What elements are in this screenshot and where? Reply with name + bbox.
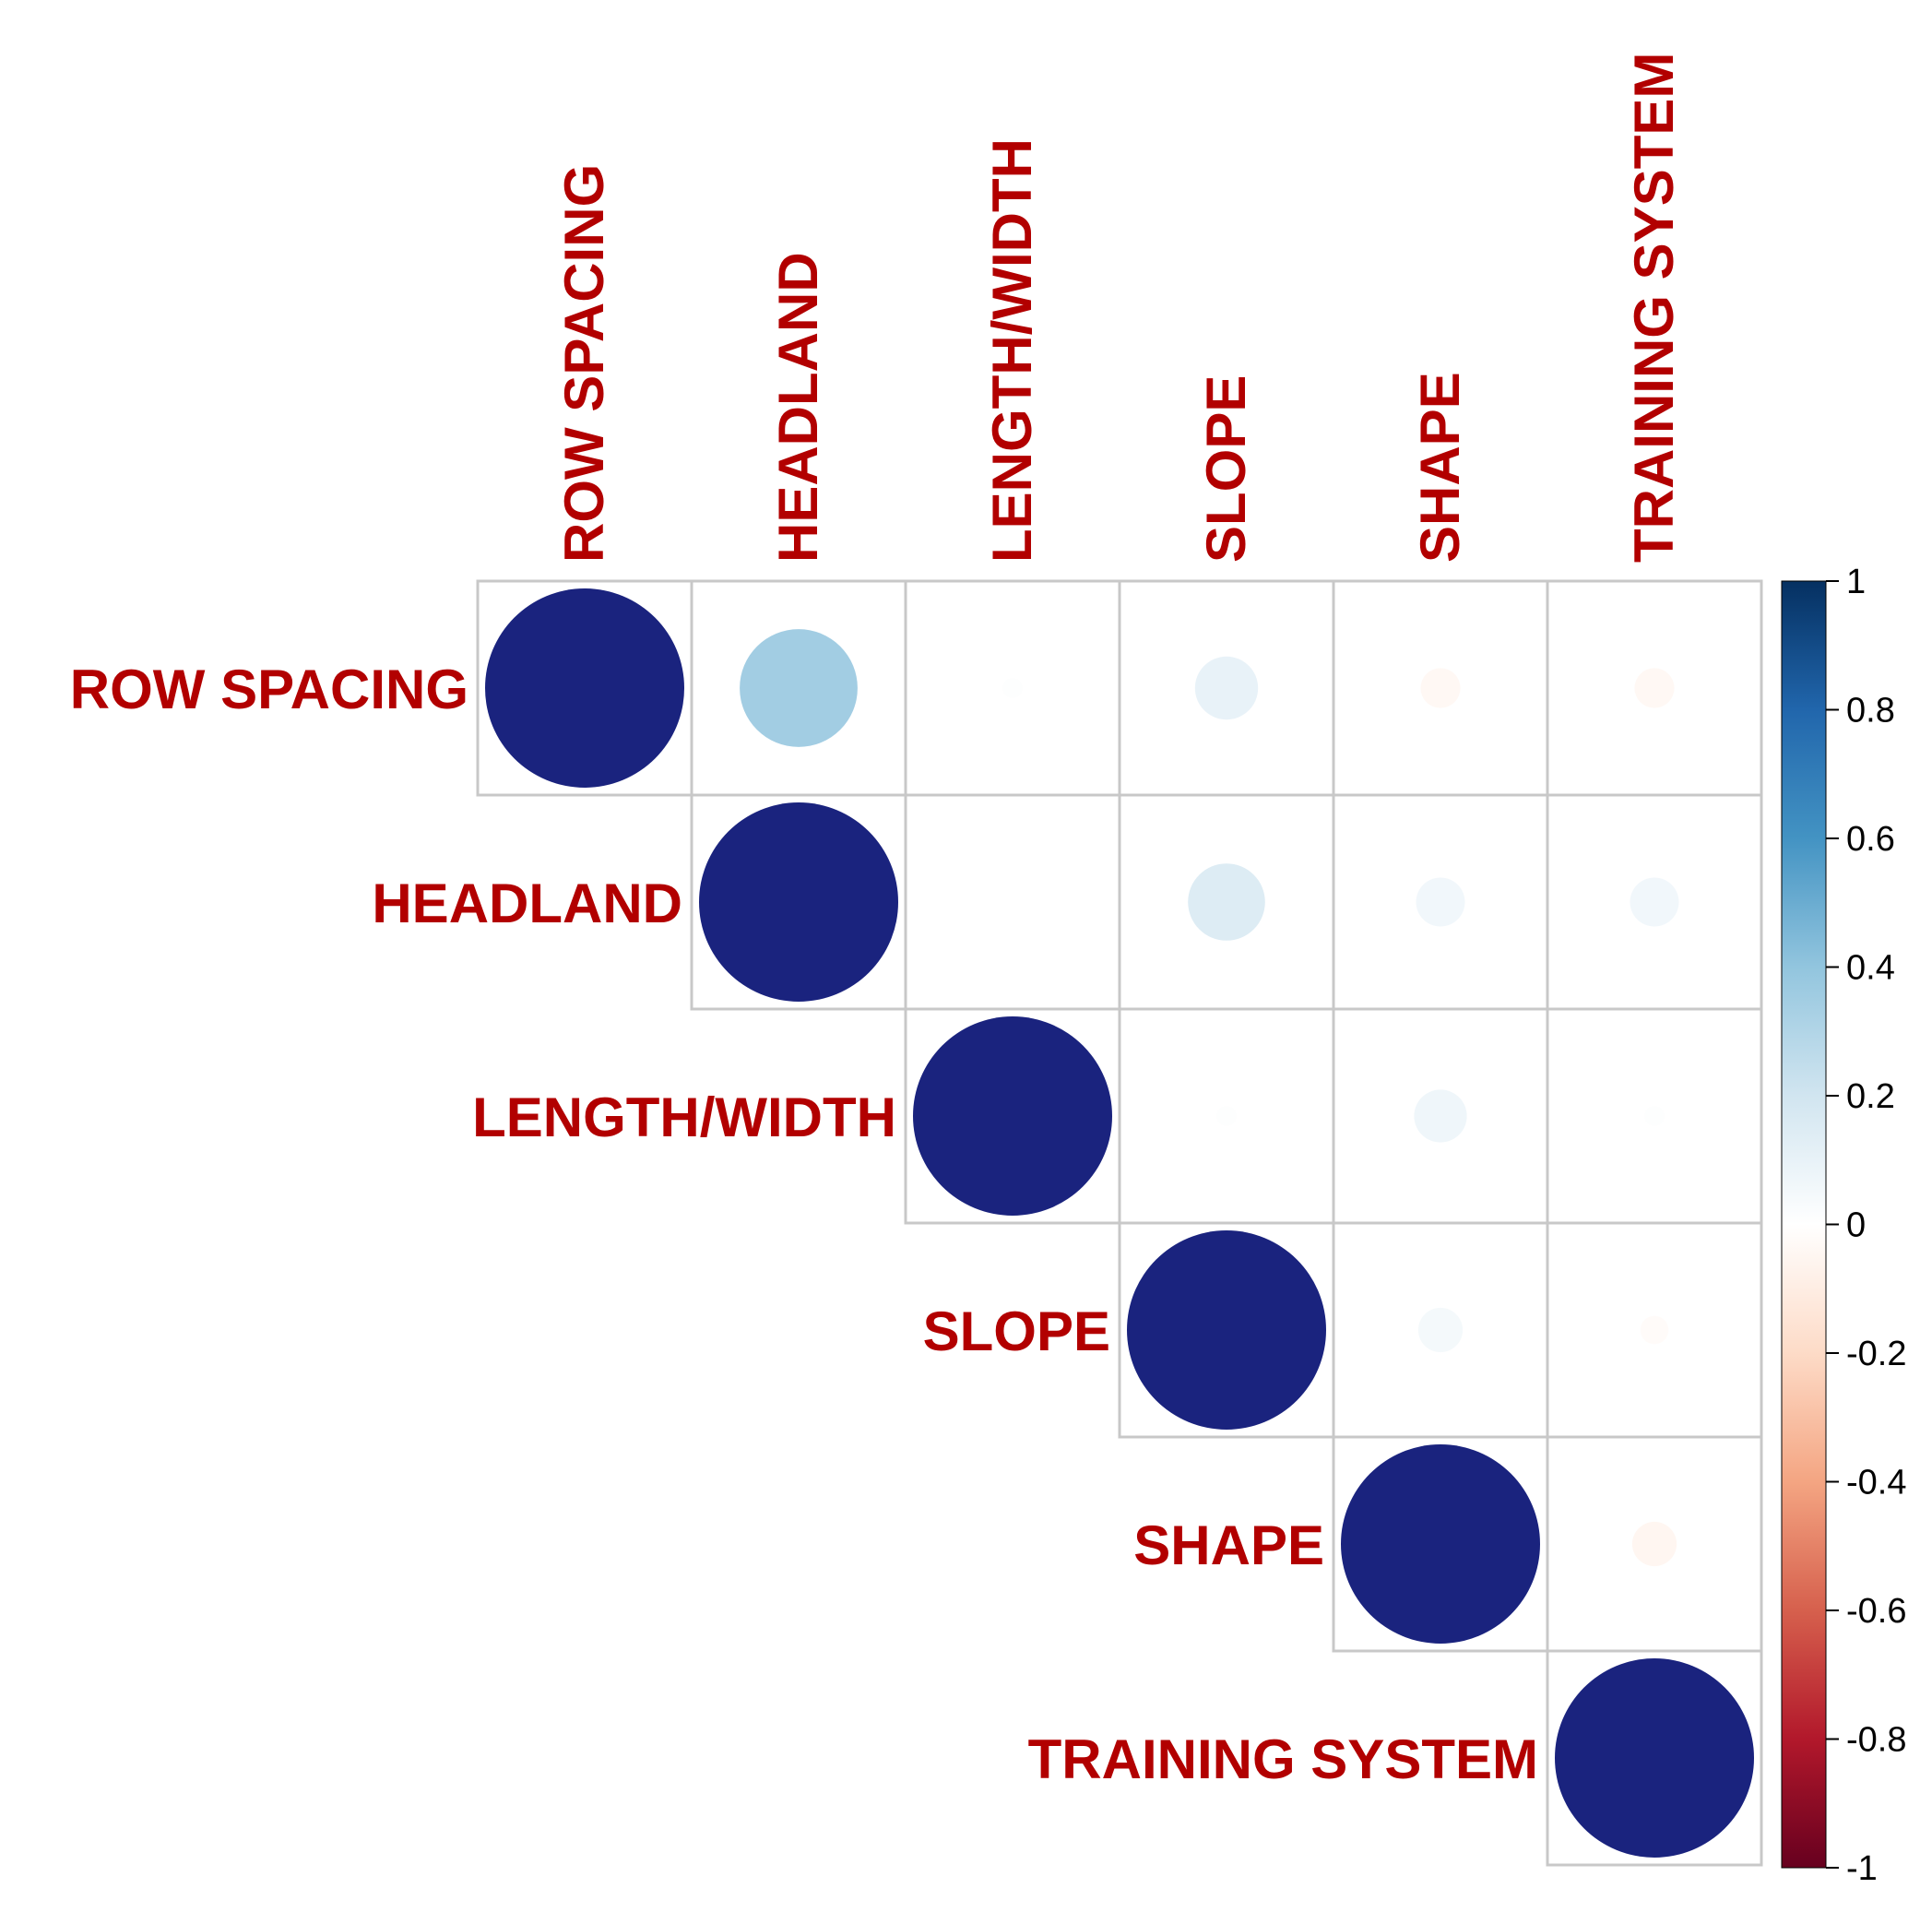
grid-cell-headland-length-width	[904, 793, 1121, 1011]
grid-cell-headland-slope	[1118, 793, 1335, 1011]
col-label-slope: SLOPE	[1195, 375, 1257, 563]
corr-circle-slope-training-system	[1640, 1315, 1669, 1345]
legend-tick-label: 0.6	[1846, 820, 1895, 859]
corr-circle-row-spacing-row-spacing	[485, 588, 684, 788]
column-labels: ROW SPACING HEADLAND LENGTH/WIDTH SLOPE SHAP…	[553, 53, 1685, 563]
legend-tick-label: -0.8	[1846, 1721, 1906, 1760]
legend-tick-label: -0.2	[1846, 1335, 1906, 1373]
legend-tick-label: 0.4	[1846, 949, 1895, 988]
row-label-row-spacing: ROW SPACING	[70, 659, 468, 720]
legend-tick-label: -0.6	[1846, 1592, 1906, 1631]
row-labels: ROW SPACING HEADLAND LENGTH/WIDTH SLOPE SHAP…	[70, 659, 1538, 1790]
legend-tick-label: 0.2	[1846, 1077, 1895, 1116]
col-label-length-width: LENGTH/WIDTH	[981, 138, 1043, 563]
corr-circle-row-spacing-slope	[1194, 656, 1259, 720]
corr-circle-shape-training-system	[1631, 1521, 1677, 1567]
col-label-training-system: TRAINING SYSTEM	[1623, 53, 1685, 563]
corr-circle-slope-shape	[1417, 1307, 1464, 1353]
legend-tick-label: 1	[1846, 563, 1866, 601]
legend-color-bar	[1781, 580, 1827, 1869]
col-label-row-spacing: ROW SPACING	[553, 164, 615, 563]
corr-circle-row-spacing-shape	[1420, 668, 1461, 708]
corr-circle-headland-headland	[699, 802, 898, 1002]
grid-layer	[476, 579, 1763, 1867]
row-label-headland: HEADLAND	[372, 873, 682, 934]
corr-circle-row-spacing-training-system	[1634, 668, 1675, 708]
corr-circle-length-width-training-system	[1644, 1106, 1665, 1126]
corr-circle-shape-shape	[1341, 1444, 1540, 1644]
corr-circle-headland-training-system	[1630, 877, 1679, 927]
legend-tick-label: 0	[1846, 1206, 1866, 1245]
legend-tick-label: -1	[1846, 1849, 1878, 1888]
corr-circle-headland-shape	[1416, 877, 1465, 927]
corr-circle-row-spacing-length-width	[1002, 678, 1023, 698]
corr-circle-slope-slope	[1127, 1230, 1326, 1430]
corr-circle-length-width-length-width	[913, 1016, 1112, 1216]
corr-circle-training-system-training-system	[1555, 1658, 1754, 1858]
legend-tick-label: -0.4	[1846, 1464, 1906, 1502]
color-legend: 1 0.8 0.6 0.4 0.2 0 -0.2 -0.4 -0.6 -0.8 -1	[1781, 563, 1906, 1888]
row-label-shape: SHAPE	[1133, 1514, 1324, 1576]
corr-circle-length-width-shape	[1414, 1089, 1467, 1143]
corr-circle-headland-slope	[1188, 863, 1265, 941]
col-label-shape: SHAPE	[1409, 372, 1471, 563]
grid-cell-length-width-training-system	[1546, 1007, 1763, 1225]
row-label-length-width: LENGTH/WIDTH	[472, 1087, 896, 1148]
corr-circle-row-spacing-headland	[740, 629, 858, 747]
col-label-headland: HEADLAND	[767, 252, 829, 563]
row-label-slope: SLOPE	[923, 1300, 1110, 1362]
corr-circle-length-width-slope	[1216, 1106, 1237, 1126]
row-label-training-system: TRAINING SYSTEM	[1028, 1728, 1538, 1790]
circle-layer	[485, 588, 1754, 1858]
legend-tick-label: 0.8	[1846, 692, 1895, 730]
